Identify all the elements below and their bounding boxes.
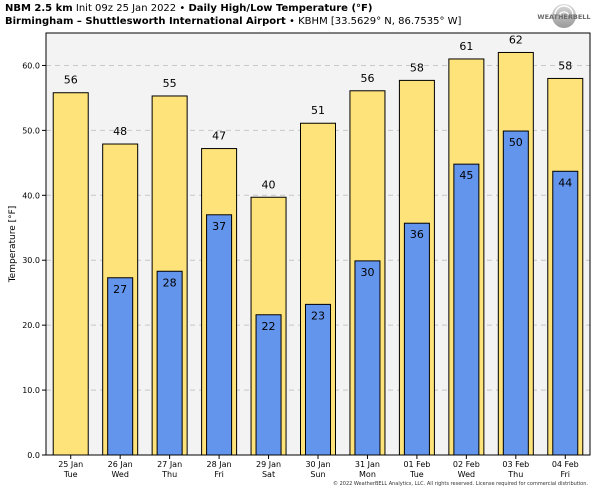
separator: • [179,3,186,14]
low-temp-label: 28 [163,276,177,289]
x-tick-weekday: Tue [409,470,424,479]
x-tick-date: 29 Jan [256,460,281,469]
high-temp-bar [52,92,89,456]
x-tick-weekday: Fri [214,470,224,479]
low-temp-bar [305,303,331,456]
y-tick-label: 60.0 [22,61,40,70]
x-tick-weekday: Wed [458,470,475,479]
x-tick-date: 30 Jan [305,460,330,469]
logo-text: WEATHERBELL [537,13,590,21]
header-line-1: NBM 2.5 km Init 09z 25 Jan 2022 • Daily … [5,2,525,15]
x-tick-date: 02 Feb [453,460,480,469]
header-line-2: Birmingham – Shuttlesworth International… [5,15,525,28]
chart-header: NBM 2.5 km Init 09z 25 Jan 2022 • Daily … [5,2,525,28]
logo-swirl-icon [552,4,576,28]
x-tick-weekday: Sun [310,470,325,479]
x-tick-weekday: Sat [262,470,275,479]
low-temp-bar [206,214,233,456]
low-temp-label: 37 [212,220,226,233]
high-temp-label: 40 [262,178,276,191]
x-tick-date: 01 Feb [403,460,430,469]
copyright-notice: © 2022 WeatherBELL Analytics, LLC. All r… [333,481,588,487]
x-tick-weekday: Wed [111,470,128,479]
low-temp-label: 50 [509,136,523,149]
low-temp-bar [354,260,381,456]
low-temp-bar [107,277,134,456]
y-tick-label: 10.0 [22,386,40,395]
low-temp-label: 22 [262,320,276,333]
high-temp-label: 56 [360,72,374,85]
plot-frame [45,32,591,456]
x-tick-date: 03 Feb [502,460,529,469]
data-labels: 56 48 27 55 28 47 37 40 22 51 23 56 30 58 36 61 45 62 50 58… [64,33,573,332]
low-temp-bar [453,163,480,456]
high-temp-label: 55 [163,77,177,90]
y-tick-label: 0.0 [27,451,40,460]
low-temp-label: 44 [558,176,572,189]
high-temp-label: 58 [558,59,572,72]
high-temp-label: 61 [459,40,473,53]
high-temp-label: 51 [311,104,325,117]
high-temp-label: 58 [410,61,424,74]
high-temp-label: 47 [212,130,226,143]
low-temp-label: 23 [311,309,325,322]
logo-swirl-arc-inner [558,11,570,19]
x-tick-date: 25 Jan [58,460,83,469]
y-axis-label: Temperature [°F] [8,206,18,284]
x-tick-weekday: Fri [561,470,571,479]
y-tick-label: 40.0 [22,191,40,200]
x-tick-weekday: Thu [161,470,177,479]
model-name: NBM 2.5 km [5,3,73,14]
y-tick-label: 30.0 [22,256,40,265]
low-temp-label: 27 [113,283,127,296]
product-title: Daily High/Low Temperature (°F) [188,3,373,14]
y-tick-label: 50.0 [22,126,40,135]
station-name: Birmingham – Shuttlesworth International… [5,16,286,27]
low-temp-label: 36 [410,228,424,241]
low-temp-bar [552,170,579,456]
low-temp-bar [502,130,529,456]
low-temp-bar [156,270,183,456]
x-tick-date: 28 Jan [207,460,232,469]
x-tick-date: 26 Jan [108,460,133,469]
station-info: KBHM [33.5629° N, 86.7535° W] [298,16,462,27]
init-time: Init 09z 25 Jan 2022 [75,3,177,14]
low-temp-label: 45 [459,169,473,182]
x-tick-date: 04 Feb [552,460,579,469]
high-temp-label: 62 [509,33,523,46]
low-temp-bar [255,314,282,456]
x-tick-weekday: Thu [507,470,523,479]
y-tick-label: 20.0 [22,321,40,330]
weatherbell-logo: WEATHERBELL [537,4,591,28]
x-tick-date: 27 Jan [157,460,182,469]
x-tick-date: 31 Jan [355,460,380,469]
low-temp-bar [403,222,430,456]
logo-swirl-arc [554,5,574,17]
x-tick-weekday: Mon [359,470,376,479]
high-temp-label: 56 [64,74,78,87]
separator: • [289,16,295,27]
y-axis: 0.0 10.0 20.0 30.0 40.0 50.0 60.0 [22,61,46,460]
x-tick-weekday: Tue [63,470,78,479]
low-temp-bars [107,130,579,456]
low-temp-label: 30 [360,266,374,279]
high-temp-label: 48 [113,125,127,138]
